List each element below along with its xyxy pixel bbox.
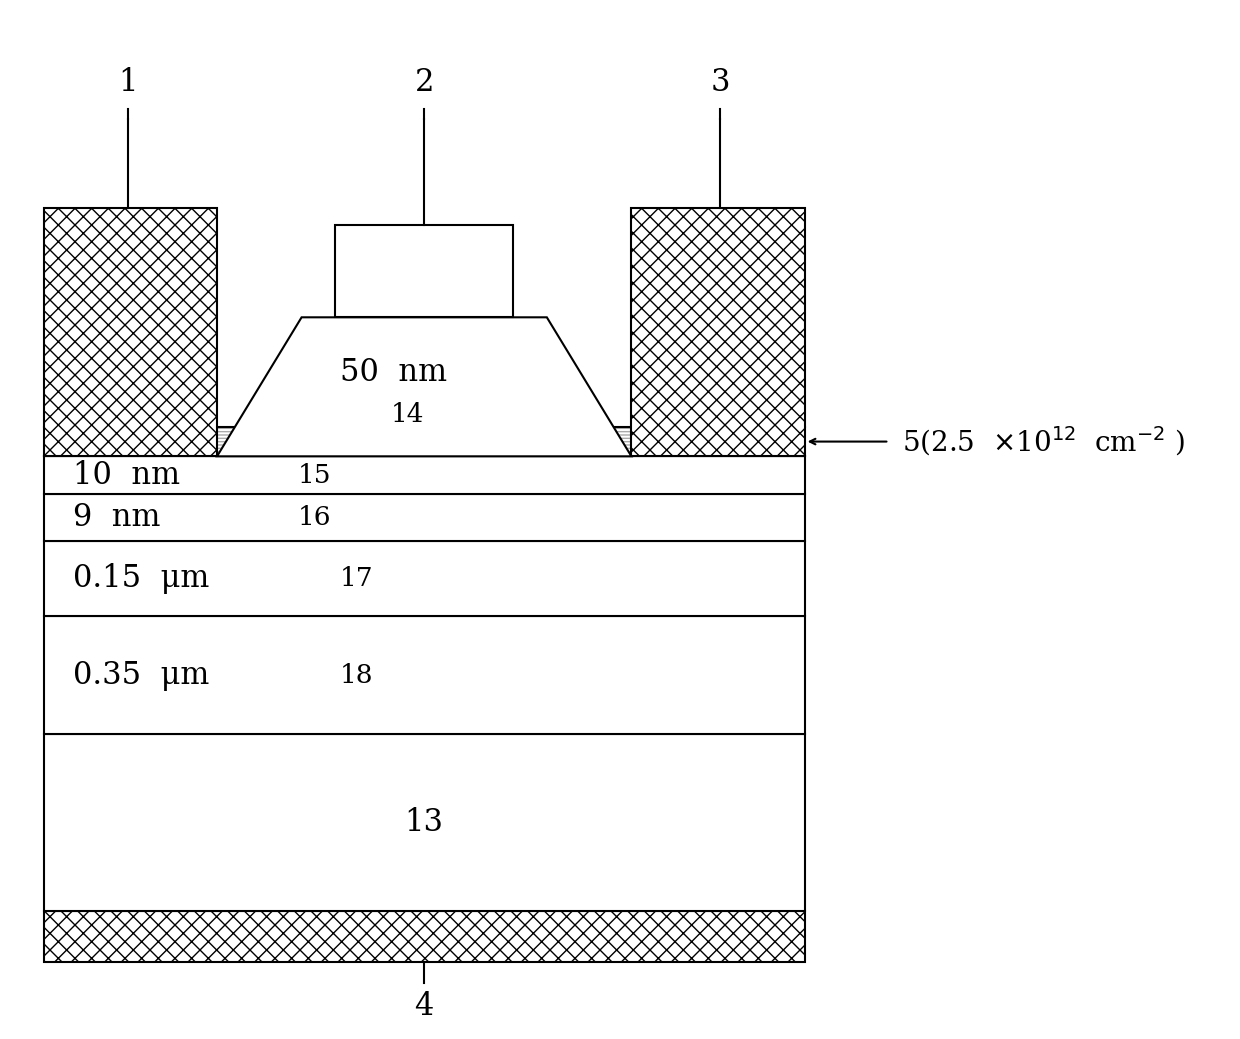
Text: 2: 2 [414, 68, 434, 99]
Text: 4: 4 [414, 991, 434, 1022]
Bar [43, 911, 805, 962]
Bar [43, 735, 805, 911]
Bar [43, 456, 805, 495]
Text: 0.15  μm: 0.15 μm [73, 563, 210, 594]
Polygon shape [217, 317, 631, 456]
Text: 14: 14 [391, 402, 424, 427]
Text: 16: 16 [298, 505, 331, 530]
Text: 15: 15 [298, 462, 331, 487]
Text: 13: 13 [404, 807, 444, 838]
Text: 18: 18 [340, 663, 373, 688]
Text: 50  nm: 50 nm [340, 356, 446, 388]
Bar [43, 208, 217, 456]
Text: 10  nm: 10 nm [73, 460, 180, 490]
Text: 9  nm: 9 nm [73, 502, 161, 533]
Bar [43, 540, 805, 616]
Bar [335, 224, 513, 317]
Text: 5(2.5  $\times$10$^{12}$  cm$^{-2}$ ): 5(2.5 $\times$10$^{12}$ cm$^{-2}$ ) [901, 425, 1185, 458]
Bar [43, 427, 805, 456]
Bar [43, 616, 805, 735]
Bar [43, 495, 805, 540]
Text: 1: 1 [119, 68, 138, 99]
Bar [631, 208, 805, 456]
Text: 17: 17 [340, 566, 373, 591]
Text: 3: 3 [711, 68, 730, 99]
Text: 0.35  μm: 0.35 μm [73, 660, 210, 691]
